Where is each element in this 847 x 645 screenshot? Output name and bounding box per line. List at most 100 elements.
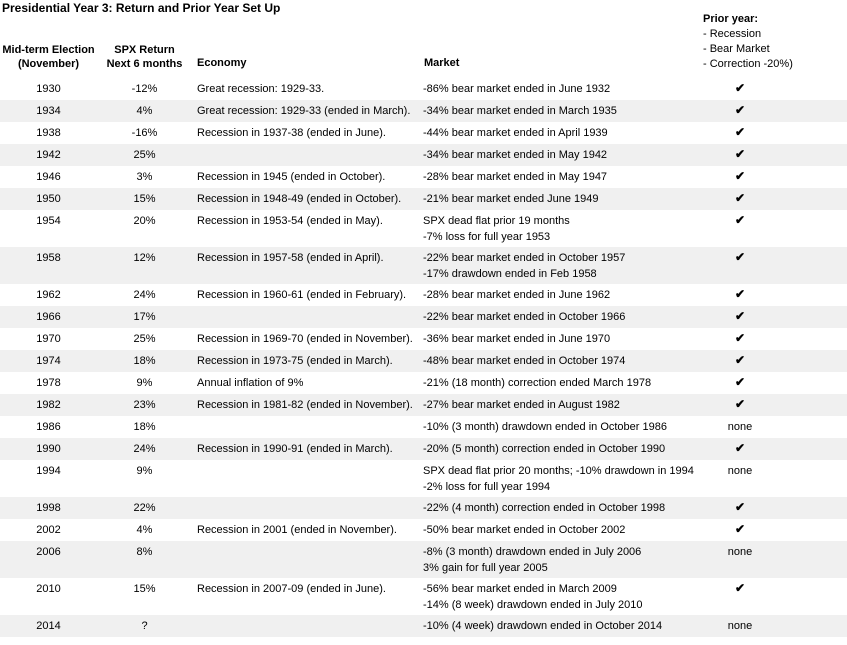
spx-return-cell: 24% [133, 443, 156, 455]
spx-return-cell: 25% [133, 149, 156, 161]
market-cell: -56% bear market ended in March 2009 -14%… [423, 581, 690, 613]
market-line: 3% gain for full year 2005 [423, 562, 548, 574]
prior-year-check-icon: ✔ [734, 522, 746, 536]
spx-return-cell: ? [141, 620, 148, 632]
market-line: -10% (3 month) drawdown ended in October… [423, 421, 667, 433]
prior-year-cell: none [727, 421, 753, 433]
prior-year-check-icon: ✔ [734, 250, 746, 264]
col-header-midterm-election-line1: Mid-term Election [2, 44, 95, 56]
market-cell: -44% bear market ended in April 1939 [423, 125, 690, 141]
market-line: -22% bear market ended in October 1966 [423, 311, 626, 323]
market-line: -34% bear market ended in March 1935 [423, 105, 617, 117]
year-cell: 1974 [36, 355, 61, 367]
market-cell: -20% (5 month) correction ended in Octob… [423, 441, 690, 457]
table-row: 1930 -12% Great recession: 1929-33. -86%… [0, 78, 847, 100]
market-line: -56% bear market ended in March 2009 [423, 583, 617, 595]
market-cell: -22% (4 month) correction ended in Octob… [423, 500, 690, 516]
table-row: 2006 8% -8% (3 month) drawdown ended in … [0, 541, 847, 578]
year-cell: 1950 [36, 193, 61, 205]
market-line: -10% (4 week) drawdown ended in October … [423, 620, 663, 632]
market-line: -7% loss for full year 1953 [423, 231, 551, 243]
table-body: 1930 -12% Great recession: 1929-33. -86%… [0, 78, 847, 637]
table-row: 2010 15% Recession in 2007-09 (ended in … [0, 578, 847, 615]
market-cell: -28% bear market ended in June 1962 [423, 287, 690, 303]
table-row: 1986 18% -10% (3 month) drawdown ended i… [0, 416, 847, 438]
year-cell: 2006 [36, 546, 61, 558]
market-line: -20% (5 month) correction ended in Octob… [423, 443, 666, 455]
market-cell: -36% bear market ended in June 1970 [423, 331, 690, 347]
year-cell: 1954 [36, 215, 61, 227]
economy-cell: Recession in 1973-75 (ended in March). [197, 355, 393, 367]
table-row: 2014 ? -10% (4 week) drawdown ended in O… [0, 615, 847, 637]
market-cell: -10% (3 month) drawdown ended in October… [423, 419, 690, 435]
year-cell: 1942 [36, 149, 61, 161]
prior-year-check-icon: ✔ [734, 375, 746, 389]
economy-cell: Recession in 1937-38 (ended in June). [197, 127, 386, 139]
year-cell: 1994 [36, 465, 61, 477]
economy-cell: Recession in 1957-58 (ended in April). [197, 252, 384, 264]
table-row: 1950 15% Recession in 1948-49 (ended in … [0, 188, 847, 210]
economy-cell: Recession in 2001 (ended in November). [197, 524, 397, 536]
table-row: 1970 25% Recession in 1969-70 (ended in … [0, 328, 847, 350]
spx-return-cell: 23% [133, 399, 156, 411]
year-cell: 1930 [36, 83, 61, 95]
year-cell: 1986 [36, 421, 61, 433]
economy-cell: Recession in 2007-09 (ended in June). [197, 583, 386, 595]
prior-year-check-icon: ✔ [734, 81, 746, 95]
spx-return-cell: 4% [136, 524, 153, 536]
spx-return-cell: 18% [133, 421, 156, 433]
market-cell: -27% bear market ended in August 1982 [423, 397, 690, 413]
col-header-prior-year: Prior year: - Recession - Bear Market - … [703, 12, 793, 72]
market-line: -21% bear market ended June 1949 [423, 193, 599, 205]
economy-cell: Recession in 1948-49 (ended in October). [197, 193, 402, 205]
market-cell: -50% bear market ended in October 2002 [423, 522, 690, 538]
market-line: -34% bear market ended in May 1942 [423, 149, 608, 161]
table-row: 1962 24% Recession in 1960-61 (ended in … [0, 284, 847, 306]
market-cell: -34% bear market ended in March 1935 [423, 103, 690, 119]
market-cell: -21% (18 month) correction ended March 1… [423, 375, 690, 391]
market-line: -44% bear market ended in April 1939 [423, 127, 608, 139]
economy-cell: Recession in 1960-61 (ended in February)… [197, 289, 407, 301]
economy-cell: Great recession: 1929-33. [197, 83, 325, 95]
spx-return-cell: 4% [136, 105, 153, 117]
year-cell: 1970 [36, 333, 61, 345]
prior-year-cell: none [727, 465, 753, 477]
market-cell: SPX dead flat prior 20 months; -10% draw… [423, 463, 694, 495]
prior-year-cell: none [727, 620, 753, 632]
spx-return-cell: 3% [136, 171, 153, 183]
table-row: 1982 23% Recession in 1981-82 (ended in … [0, 394, 847, 416]
market-line: -27% bear market ended in August 1982 [423, 399, 620, 411]
year-cell: 1958 [36, 252, 61, 264]
prior-year-check-icon: ✔ [734, 169, 746, 183]
spx-return-cell: 17% [133, 311, 156, 323]
market-cell: -34% bear market ended in May 1942 [423, 147, 690, 163]
year-cell: 1990 [36, 443, 61, 455]
spx-return-cell: 18% [133, 355, 156, 367]
col-header-midterm-election: Mid-term Election (November) [0, 43, 97, 71]
prior-year-check-icon: ✔ [734, 125, 746, 139]
prior-year-title: Prior year: [703, 13, 759, 25]
table-row: 1942 25% -34% bear market ended in May 1… [0, 144, 847, 166]
col-header-market: Market [424, 57, 460, 69]
spx-return-cell: -16% [131, 127, 158, 139]
market-cell: -8% (3 month) drawdown ended in July 200… [423, 544, 690, 576]
table-row: 1974 18% Recession in 1973-75 (ended in … [0, 350, 847, 372]
market-line: -28% bear market ended in May 1947 [423, 171, 608, 183]
prior-year-check-icon: ✔ [734, 309, 746, 323]
market-cell: -21% bear market ended June 1949 [423, 191, 690, 207]
spx-return-cell: 20% [133, 215, 156, 227]
market-line: -48% bear market ended in October 1974 [423, 355, 626, 367]
market-line: -2% loss for full year 1994 [423, 481, 551, 493]
market-line: SPX dead flat prior 19 months [423, 215, 570, 227]
economy-cell: Annual inflation of 9% [197, 377, 304, 389]
prior-year-item-bear-market: - Bear Market [703, 43, 770, 55]
prior-year-check-icon: ✔ [734, 147, 746, 161]
table-row: 1990 24% Recession in 1990-91 (ended in … [0, 438, 847, 460]
year-cell: 2002 [36, 524, 61, 536]
market-line: -21% (18 month) correction ended March 1… [423, 377, 652, 389]
year-cell: 1998 [36, 502, 61, 514]
market-line: -28% bear market ended in June 1962 [423, 289, 611, 301]
prior-year-check-icon: ✔ [734, 103, 746, 117]
table-row: 2002 4% Recession in 2001 (ended in Nove… [0, 519, 847, 541]
prior-year-check-icon: ✔ [734, 287, 746, 301]
